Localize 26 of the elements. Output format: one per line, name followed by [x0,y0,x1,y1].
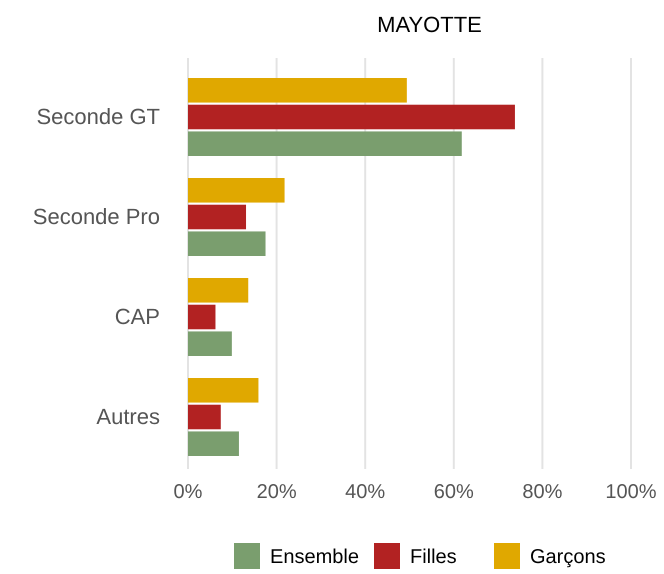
y-tick-label: Seconde GT [36,104,160,129]
bar [188,304,216,330]
bar [188,378,258,403]
bar [188,331,232,356]
x-tick-label: 20% [256,481,297,503]
bar [188,104,515,130]
x-tick-label: 40% [345,481,386,503]
legend-label: Ensemble [270,546,359,568]
bar [188,431,239,456]
legend-label: Garçons [530,546,606,568]
bar [188,278,248,303]
y-tick-label: Autres [96,404,160,429]
legend-label: Filles [410,546,457,568]
bar [188,231,266,256]
bar [188,178,285,203]
bar [188,78,407,103]
x-tick-label: 0% [174,481,203,503]
y-tick-label: CAP [114,304,160,329]
y-tick-label: Seconde Pro [32,204,160,229]
x-tick-label: 60% [434,481,474,503]
bar [188,204,246,230]
bar [188,131,462,156]
bar [188,404,221,430]
x-tick-label: 100% [605,481,657,503]
x-tick-label: 80% [522,481,563,503]
chart-title: MAYOTTE [377,12,482,37]
